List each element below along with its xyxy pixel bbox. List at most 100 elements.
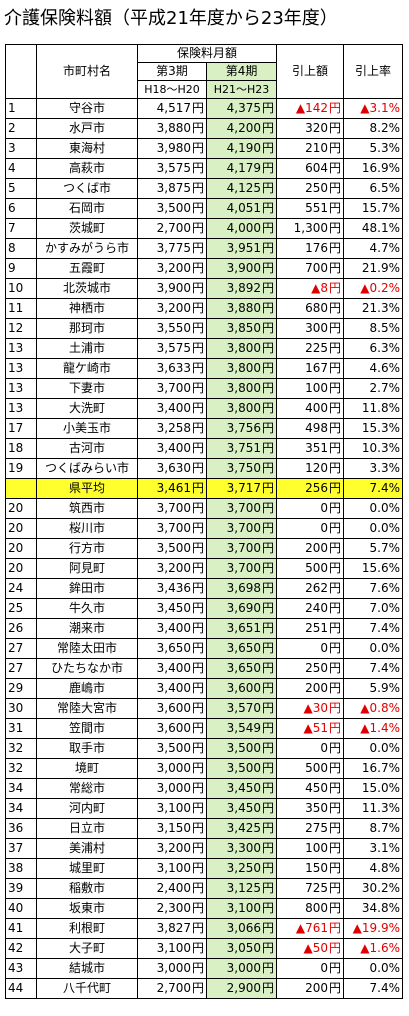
municipality-name: 東海村	[36, 138, 138, 159]
municipality-name: 潮来市	[36, 618, 138, 639]
period-4-premium: 4,190円	[205, 138, 278, 159]
period-4-premium: 3,700円	[205, 538, 278, 559]
period-3-premium: 3,100円	[137, 938, 207, 959]
period-3-premium: 3,650円	[137, 638, 207, 659]
increase-rate: ▲0.2%	[343, 278, 404, 299]
period-4-premium: 3,000円	[205, 958, 278, 979]
increase-amount: ▲30円	[276, 698, 345, 719]
municipality-name: 坂東市	[36, 898, 138, 919]
row-number: 24	[5, 578, 37, 599]
period-4-premium: 3,951円	[205, 238, 278, 259]
period-4-premium: 4,051円	[205, 198, 278, 219]
increase-amount: 275円	[276, 818, 345, 839]
header-period-3-range: H18～H20	[137, 80, 207, 99]
increase-rate: 0.0%	[343, 958, 404, 979]
period-3-premium: 2,700円	[137, 218, 207, 239]
municipality-name: 取手市	[36, 738, 138, 759]
increase-rate: ▲19.9%	[343, 918, 404, 939]
increase-rate: 7.4%	[343, 478, 404, 499]
municipality-name: 那珂市	[36, 318, 138, 339]
period-4-premium: 3,650円	[205, 658, 278, 679]
increase-amount: 351円	[276, 438, 345, 459]
table-row: 20 阿見町 3,200円 3,700円 500円 15.6%	[5, 558, 404, 579]
municipality-name: つくば市	[36, 178, 138, 199]
increase-amount: 262円	[276, 578, 345, 599]
period-3-premium: 3,700円	[137, 498, 207, 519]
municipality-name: 行方市	[36, 538, 138, 559]
municipality-name: 牛久市	[36, 598, 138, 619]
table-row: 39 稲敷市 2,400円 3,125円 725円 30.2%	[5, 878, 404, 899]
table-row: 34 河内町 3,100円 3,450円 350円 11.3%	[5, 798, 404, 819]
increase-amount: 400円	[276, 398, 345, 419]
increase-rate: 6.3%	[343, 338, 404, 359]
table-row: 13 土浦市 3,575円 3,800円 225円 6.3%	[5, 338, 404, 359]
period-3-premium: 2,400円	[137, 878, 207, 899]
row-number: 32	[5, 738, 37, 759]
period-3-premium: 2,300円	[137, 898, 207, 919]
table-row: 9 五霞町 3,200円 3,900円 700円 21.9%	[5, 258, 404, 279]
period-4-premium: 3,250円	[205, 858, 278, 879]
increase-rate: 11.3%	[343, 798, 404, 819]
period-3-premium: 3,200円	[137, 298, 207, 319]
row-number: 30	[5, 698, 37, 719]
period-4-premium: 3,450円	[205, 778, 278, 799]
period-4-premium: 3,066円	[205, 918, 278, 939]
increase-amount: 551円	[276, 198, 345, 219]
table-body: 1 守谷市 4,517円 4,375円 ▲142円 ▲3.1% 2 水戸市 3,880円 4,20…	[5, 98, 404, 999]
increase-amount: 167円	[276, 358, 345, 379]
increase-rate: 7.0%	[343, 598, 404, 619]
increase-amount: 200円	[276, 538, 345, 559]
table-row: 18 古河市 3,400円 3,751円 351円 10.3%	[5, 438, 404, 459]
increase-rate: ▲3.1%	[343, 98, 404, 119]
row-number	[5, 478, 37, 499]
increase-amount: ▲142円	[276, 98, 345, 119]
municipality-name: 八千代町	[36, 978, 138, 999]
period-3-premium: 3,700円	[137, 378, 207, 399]
table-row: 29 鹿嶋市 3,400円 3,600円 200円 5.9%	[5, 678, 404, 699]
increase-amount: 176円	[276, 238, 345, 259]
row-number: 13	[5, 398, 37, 419]
increase-amount: 0円	[276, 498, 345, 519]
increase-amount: ▲8円	[276, 278, 345, 299]
municipality-name: 北茨城市	[36, 278, 138, 299]
table-row: 34 常総市 3,000円 3,450円 450円 15.0%	[5, 778, 404, 799]
increase-rate: ▲0.8%	[343, 698, 404, 719]
period-3-premium: 3,000円	[137, 758, 207, 779]
increase-amount: 450円	[276, 778, 345, 799]
period-4-premium: 3,750円	[205, 458, 278, 479]
period-3-premium: 3,827円	[137, 918, 207, 939]
period-3-premium: 3,900円	[137, 278, 207, 299]
period-4-premium: 4,125円	[205, 178, 278, 199]
period-3-premium: 3,400円	[137, 398, 207, 419]
period-4-premium: 3,698円	[205, 578, 278, 599]
period-4-premium: 3,700円	[205, 558, 278, 579]
period-3-premium: 3,600円	[137, 718, 207, 739]
table-row: 32 境町 3,000円 3,500円 500円 16.7%	[5, 758, 404, 779]
increase-rate: 5.3%	[343, 138, 404, 159]
period-3-premium: 3,000円	[137, 958, 207, 979]
period-3-premium: 3,633円	[137, 358, 207, 379]
increase-amount: 500円	[276, 558, 345, 579]
increase-rate: 15.6%	[343, 558, 404, 579]
header-municipality: 市町村名	[36, 44, 138, 99]
row-number: 36	[5, 818, 37, 839]
row-number: 4	[5, 158, 37, 179]
period-4-premium: 3,500円	[205, 738, 278, 759]
row-number: 43	[5, 958, 37, 979]
increase-amount: 800円	[276, 898, 345, 919]
table-row: 38 城里町 3,100円 3,250円 150円 4.8%	[5, 858, 404, 879]
header-period-4-range: H21～H23	[205, 80, 278, 99]
period-3-premium: 3,461円	[137, 478, 207, 499]
table-header: 市町村名 保険料月額 引上額 引上率 第3期 第4期 H18～H20 H21～H…	[5, 44, 404, 99]
increase-rate: 6.5%	[343, 178, 404, 199]
municipality-name: 守谷市	[36, 98, 138, 119]
period-4-premium: 3,050円	[205, 938, 278, 959]
table-row: 20 桜川市 3,700円 3,700円 0円 0.0%	[5, 518, 404, 539]
increase-rate: 0.0%	[343, 738, 404, 759]
municipality-name: 下妻市	[36, 378, 138, 399]
period-3-premium: 3,450円	[137, 598, 207, 619]
period-4-premium: 3,700円	[205, 498, 278, 519]
municipality-name: 常陸大宮市	[36, 698, 138, 719]
period-3-premium: 3,700円	[137, 518, 207, 539]
table-row: 19 つくばみらい市 3,630円 3,750円 120円 3.3%	[5, 458, 404, 479]
